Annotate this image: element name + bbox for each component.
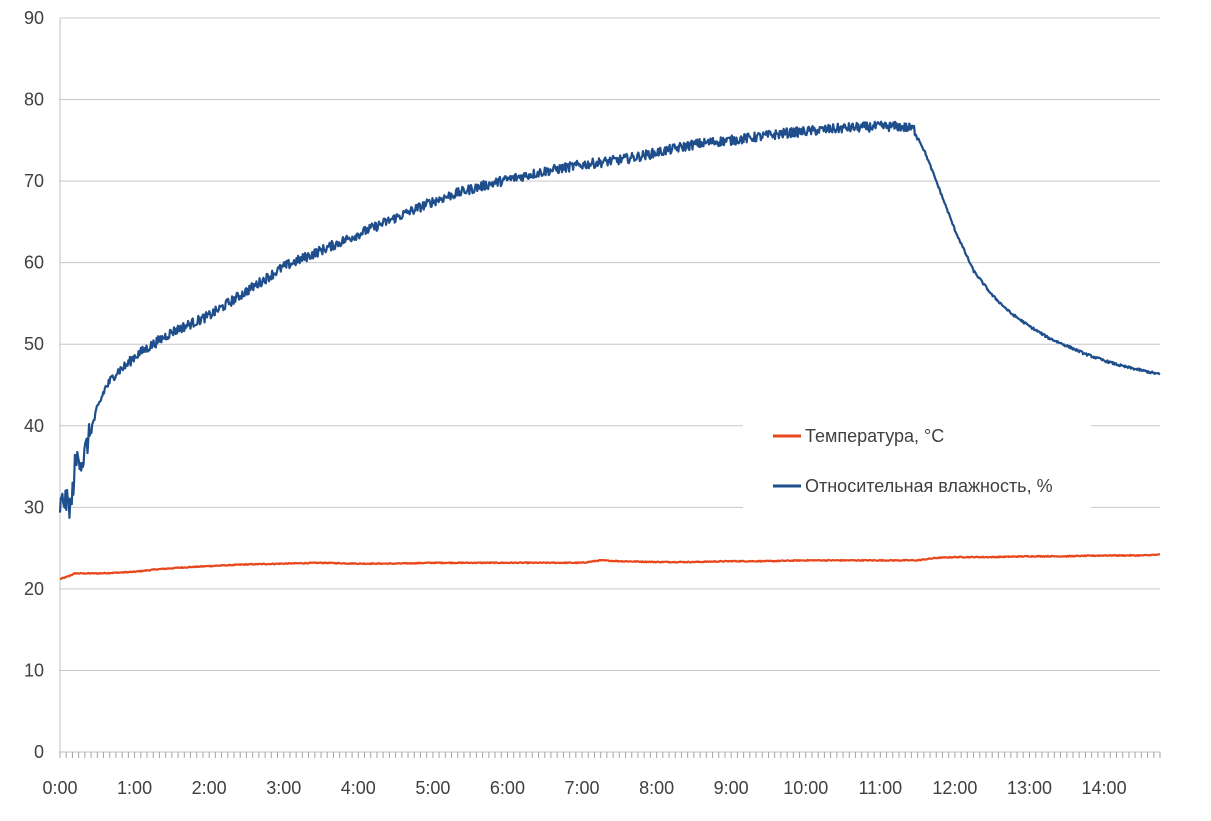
x-tick-label: 2:00 <box>192 778 227 798</box>
x-tick-label: 12:00 <box>932 778 977 798</box>
y-tick-label: 20 <box>24 579 44 599</box>
x-tick-label: 0:00 <box>42 778 77 798</box>
x-tick-label: 8:00 <box>639 778 674 798</box>
x-tick-label: 7:00 <box>565 778 600 798</box>
y-tick-label: 50 <box>24 334 44 354</box>
x-tick-label: 13:00 <box>1007 778 1052 798</box>
series <box>58 120 1161 581</box>
humidity-series-line <box>58 120 1161 519</box>
legend-box <box>743 412 1091 508</box>
y-tick-label: 10 <box>24 660 44 680</box>
y-tick-label: 30 <box>24 497 44 517</box>
x-tick-label: 11:00 <box>858 778 902 798</box>
legend-label-temperature: Температура, °C <box>805 426 944 446</box>
x-minor-ticks <box>59 752 1161 758</box>
axes: 0 10 20 30 40 50 60 70 80 90 0:00 1:00 2:00 3:00 4:00 5… <box>24 8 1161 798</box>
x-tick-label: 10:00 <box>783 778 828 798</box>
y-tick-label: 0 <box>34 742 44 762</box>
x-tick-label: 4:00 <box>341 778 376 798</box>
x-tick-label: 1:00 <box>117 778 152 798</box>
x-tick-label: 5:00 <box>415 778 450 798</box>
legend: Температура, °C Относительная влажность, … <box>743 412 1091 508</box>
x-tick-label: 14:00 <box>1082 778 1127 798</box>
y-tick-label: 80 <box>24 90 44 110</box>
x-tick-label: 6:00 <box>490 778 525 798</box>
y-tick-label: 90 <box>24 8 44 28</box>
temperature-series-line <box>59 553 1161 581</box>
x-tick-label: 9:00 <box>714 778 749 798</box>
legend-label-humidity: Относительная влажность, % <box>805 476 1053 496</box>
y-tick-label: 70 <box>24 171 44 191</box>
x-tick-label: 3:00 <box>266 778 301 798</box>
y-tick-label: 40 <box>24 416 44 436</box>
gridlines <box>60 17 1160 671</box>
y-tick-label: 60 <box>24 253 44 273</box>
